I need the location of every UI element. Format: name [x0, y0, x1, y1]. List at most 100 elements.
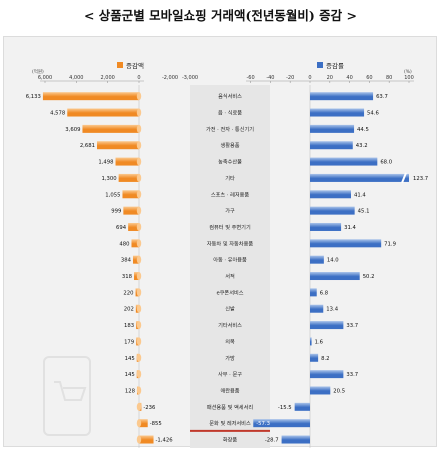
category-label: 가전 · 전자 · 통신기기 [206, 125, 254, 133]
right-data-label: 71.9 [384, 241, 396, 247]
left-data-label: 128 [125, 388, 136, 394]
left-data-label: 145 [125, 356, 135, 362]
right-data-label: 123.7 [413, 176, 428, 182]
category-label: 자동차 및 자동차용품 [207, 239, 253, 247]
category-label: 기타서비스 [218, 321, 242, 329]
category-label: 화장품 [223, 437, 238, 444]
left-bar-cap [136, 239, 142, 248]
left-data-label: 6,133 [26, 94, 41, 100]
category-label: 생활용품 [220, 141, 239, 149]
left-bar-cap [136, 419, 142, 428]
left-bar [118, 173, 139, 182]
left-bar [132, 255, 139, 264]
right-tick-label: -60 [247, 75, 255, 81]
right-bar [310, 92, 374, 101]
category-label: e쿠폰서비스 [216, 288, 243, 296]
category-label: 문화 및 레저서비스 [209, 419, 251, 427]
right-bar [310, 239, 382, 248]
left-bar [115, 157, 139, 166]
category-label: 아동 · 유아용품 [213, 256, 247, 264]
category-label: 스포츠 · 레저용품 [211, 190, 250, 198]
left-data-label: 694 [116, 225, 127, 231]
left-legend-label: 증감액 [126, 62, 144, 70]
left-bar-cap [136, 190, 142, 199]
left-data-label: 3,609 [65, 127, 80, 133]
left-unit-label: (억원) [32, 68, 44, 75]
left-bar-cap [136, 370, 142, 379]
left-bar-cap [136, 272, 142, 281]
right-bar [310, 337, 312, 346]
right-bar [310, 124, 355, 133]
category-label: 사무 · 문구 [218, 370, 242, 378]
left-legend-swatch [117, 62, 123, 68]
left-bar [131, 239, 139, 248]
right-data-label: 54.6 [367, 111, 379, 117]
category-label: 음식서비스 [218, 92, 242, 100]
right-bar [294, 402, 310, 411]
left-bar [96, 141, 139, 150]
right-tick-label: 40 [346, 75, 352, 81]
left-bar-cap [136, 337, 142, 346]
left-tick-label: 4,000 [69, 75, 83, 81]
category-label: 기타 [225, 174, 235, 182]
left-bar-cap [136, 173, 142, 182]
category-label: 농축수산물 [218, 158, 242, 166]
left-bar-cap [136, 92, 142, 101]
right-unit-label: (%) [404, 69, 412, 75]
left-bar-cap [136, 402, 142, 411]
right-tick-label: 100 [404, 75, 414, 81]
right-data-label: 31.4 [344, 225, 356, 231]
right-bar [310, 255, 324, 264]
left-bar-cap [136, 353, 142, 362]
left-data-label: 145 [125, 372, 135, 378]
left-data-label: 999 [111, 209, 121, 215]
left-bar-cap [136, 304, 142, 313]
left-tick-label: 2,000 [101, 75, 115, 81]
right-tick-label: 20 [327, 75, 333, 81]
left-bar [82, 124, 139, 133]
left-data-label: 1,300 [101, 176, 117, 182]
category-label: 패션용품 및 액세서리 [207, 403, 253, 411]
right-bar [310, 157, 378, 166]
cart-watermark-icon [54, 381, 87, 401]
left-data-label: 1,498 [98, 160, 114, 166]
right-bar [253, 419, 310, 428]
right-tick-label: 0 [308, 75, 311, 81]
left-bar [139, 419, 148, 428]
right-data-label: 33.7 [346, 323, 358, 329]
left-bar-cap [136, 206, 142, 215]
category-band [190, 85, 270, 448]
left-bar [67, 108, 139, 117]
category-label: 서적 [225, 272, 235, 280]
right-data-label: 33.7 [346, 372, 358, 378]
left-bar [134, 272, 139, 281]
left-bar-cap [136, 386, 142, 395]
right-bar [310, 321, 344, 330]
right-data-label: -28.7 [265, 438, 279, 444]
category-label: 애완용품 [220, 386, 239, 394]
chart-frame: 증감액 증감률 (억원) (%) 6,000 4,000 2,000 0 -2,000 -3,00… [3, 36, 437, 448]
left-data-label: 220 [123, 290, 134, 296]
left-data-label: 1,055 [105, 192, 120, 198]
left-data-label: 384 [121, 258, 132, 264]
phone-watermark-icon [43, 356, 91, 436]
right-bar-break [401, 172, 407, 184]
right-data-label: 14.0 [327, 258, 339, 264]
right-data-label: -15.5 [278, 405, 292, 411]
left-data-label: 480 [119, 241, 130, 247]
right-bar [310, 288, 317, 297]
left-data-label: -855 [150, 421, 162, 427]
left-tick-label: 0 [137, 75, 140, 81]
right-bar [310, 141, 353, 150]
left-bar-cap [136, 124, 142, 133]
left-bar-cap [136, 222, 142, 231]
left-bar-cap [136, 321, 142, 330]
category-label: 신발 [225, 305, 235, 313]
right-data-label: 13.4 [326, 307, 338, 313]
right-legend-swatch [317, 62, 323, 68]
left-bar-cap [136, 255, 142, 264]
category-label: 컴퓨터 및 주변기기 [209, 223, 251, 231]
left-data-label: 179 [124, 339, 134, 345]
left-tick-label: 6,000 [38, 75, 52, 81]
right-bar [310, 190, 351, 199]
